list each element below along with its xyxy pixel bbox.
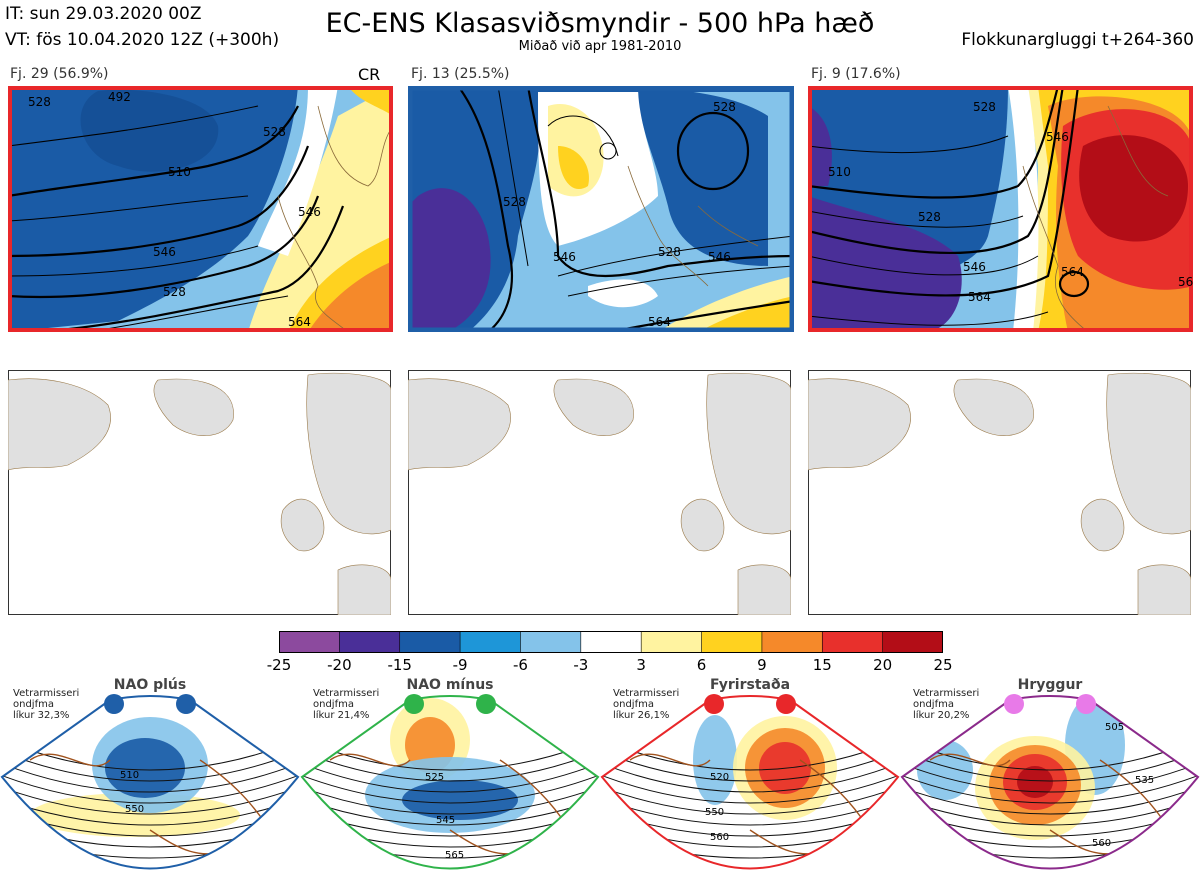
regime-contour-label: 560 <box>710 832 729 843</box>
colorbar <box>279 631 943 653</box>
colorbar-cell <box>399 631 461 653</box>
cluster-window: Flokkunargluggi t+264-360 <box>961 30 1194 50</box>
contour-label: 528 <box>163 285 186 299</box>
colorbar-tick-label: -6 <box>512 656 528 674</box>
cluster-map-2: 528 546 564 528 546 528 <box>408 86 794 332</box>
colorbar-tick-label: 25 <box>933 656 953 674</box>
contour-label: 546 <box>963 260 986 274</box>
panel-3-label: Fj. 9 (17.6%) <box>811 66 901 82</box>
contour-label: 528 <box>263 125 286 139</box>
regime-dot <box>1076 694 1096 714</box>
colorbar-cell <box>761 631 824 653</box>
contour-label: 564 <box>1178 275 1193 289</box>
regime-dot <box>476 694 496 714</box>
colorbar-cell <box>701 631 763 653</box>
landmask-map-3 <box>808 370 1191 615</box>
regime-map-1: 510 550 <box>0 694 300 870</box>
contour-label: 564 <box>288 315 311 329</box>
colorbar-cell <box>520 631 582 653</box>
regime-title: NAO mínus <box>406 677 494 693</box>
contour-label: 564 <box>968 290 991 304</box>
regime-map-2: 525 545 565 <box>300 694 600 870</box>
regime-contour-label: 510 <box>120 770 139 781</box>
regime-dot <box>776 694 796 714</box>
colorbar-cell <box>640 631 703 653</box>
regime-contour-label: 565 <box>445 850 464 861</box>
contour-label: 528 <box>918 210 941 224</box>
colorbar-tick-label: 6 <box>696 656 707 674</box>
contour-label: 510 <box>828 165 851 179</box>
colorbar-tick-label: 20 <box>873 656 893 674</box>
colorbar-cell <box>882 631 943 653</box>
regime-probability: Vetrarmisseri ondjfma líkur 26,1% <box>613 688 680 721</box>
regime-dot <box>104 694 124 714</box>
contour-label: 510 <box>168 165 191 179</box>
landmask-map-1 <box>8 370 391 615</box>
colorbar-tick-label: -15 <box>387 656 412 674</box>
contour-label: 528 <box>973 100 996 114</box>
contour-label: 546 <box>298 205 321 219</box>
page-subtitle: Miðað við apr 1981-2010 <box>518 39 682 54</box>
colorbar-cell <box>339 631 401 653</box>
colorbar-cell <box>459 631 522 653</box>
colorbar-cell <box>580 631 642 653</box>
regime-probability: Vetrarmisseri ondjfma líkur 20,2% <box>913 688 980 721</box>
regime-contour-label: 550 <box>125 804 144 815</box>
regime-title: Fyrirstaða <box>709 677 791 693</box>
panel-1-label: Fj. 29 (56.9%) <box>10 66 109 82</box>
regime-probability: Vetrarmisseri ondjfma líkur 32,3% <box>13 688 80 721</box>
colorbar-tick-label: 9 <box>757 656 767 674</box>
contour-label: 546 <box>708 250 731 264</box>
contour-label: 528 <box>658 245 681 259</box>
colorbar-tick-label: -25 <box>266 656 292 674</box>
panel-2-label: Fj. 13 (25.5%) <box>411 66 510 82</box>
contour-label: 564 <box>1061 265 1084 279</box>
contour-label: 528 <box>713 100 736 114</box>
contour-label: 546 <box>1046 130 1069 144</box>
regime-dot <box>404 694 424 714</box>
regime-dot <box>1004 694 1024 714</box>
regime-dot <box>176 694 196 714</box>
contour-label: 564 <box>648 315 671 329</box>
regime-contour-label: 535 <box>1135 775 1154 786</box>
regime-contour-label: 545 <box>436 815 455 826</box>
init-time: IT: sun 29.03.2020 00Z <box>5 4 202 24</box>
regime-contour-label: 520 <box>710 772 729 783</box>
colorbar-cell <box>821 631 884 653</box>
regime-title: Hryggur <box>1017 677 1083 693</box>
landmask-map-2 <box>408 370 791 615</box>
valid-time: VT: fös 10.04.2020 12Z (+300h) <box>5 30 280 50</box>
colorbar-tick-label: -3 <box>573 656 589 674</box>
page-title: EC-ENS Klasasviðsmyndir - 500 hPa hæð <box>325 8 875 39</box>
cluster-map-3: 510 528 546 564 564 546 564 528 <box>808 86 1193 332</box>
regime-contour-label: 505 <box>1105 722 1124 733</box>
regime-title: NAO plús <box>113 677 187 693</box>
regime-contour-label: 560 <box>1092 838 1111 849</box>
colorbar-tick-label: -9 <box>452 656 468 674</box>
contour-label: 546 <box>153 245 176 259</box>
contour-label: 528 <box>28 95 51 109</box>
contour-label: 528 <box>503 195 526 209</box>
panel-1-tag: CR <box>358 65 381 84</box>
regime-probability: Vetrarmisseri ondjfma líkur 21,4% <box>313 688 380 721</box>
colorbar-tick-label: 3 <box>636 656 646 674</box>
contour-label: 546 <box>553 250 576 264</box>
regime-map-4: 505 535 560 <box>900 694 1200 870</box>
regime-contour-label: 525 <box>425 772 444 783</box>
cluster-map-1: 510 528 546 528 546 564 528 492 <box>8 86 393 332</box>
regime-dot <box>704 694 724 714</box>
regime-contour-label: 550 <box>705 807 724 818</box>
contour-label: 492 <box>108 90 131 104</box>
colorbar-cell <box>279 631 341 653</box>
colorbar-tick-label: 15 <box>812 656 832 674</box>
colorbar-tick-label: -20 <box>327 656 352 674</box>
regime-map-3: 520 550 560 <box>600 694 900 870</box>
